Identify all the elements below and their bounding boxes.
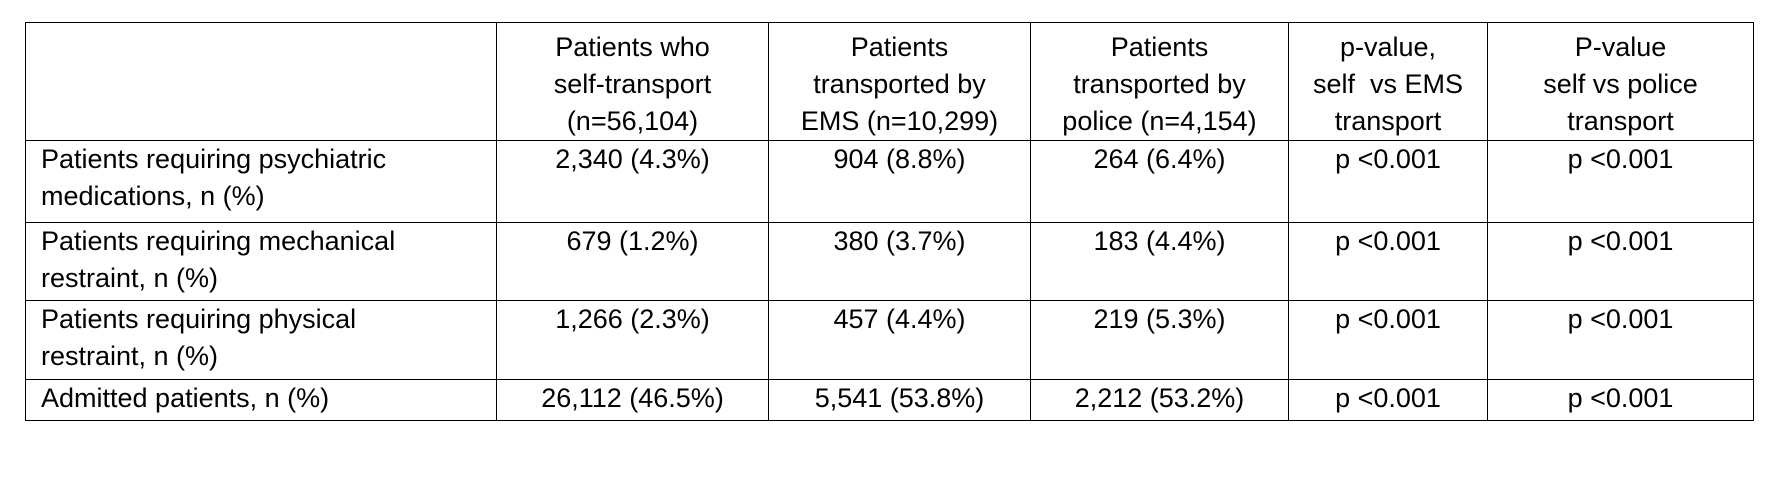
header-line: transport: [1567, 106, 1674, 136]
header-line: transported by: [813, 69, 986, 99]
transport-comparison-table: Patients who self-transport (n=56,104) P…: [25, 22, 1754, 421]
cell-ems: 904 (8.8%): [768, 140, 1031, 223]
cell-ems: 457 (4.4%): [768, 300, 1031, 380]
header-cell-p-ems: p-value, self vs EMS transport: [1288, 22, 1488, 141]
table-row: Admitted patients, n (%) 26,112 (46.5%) …: [25, 379, 1754, 421]
header-line: Patients: [1110, 32, 1209, 62]
row-label-cell: Patients requiring psychiatric medicatio…: [25, 140, 497, 223]
cell-p-police: p <0.001: [1487, 222, 1754, 301]
header-cell-self: Patients who self-transport (n=56,104): [496, 22, 769, 141]
header-cell-p-police: P-value self vs police transport: [1487, 22, 1754, 141]
header-line: EMS (n=10,299): [800, 106, 999, 136]
header-line: self-transport: [553, 69, 712, 99]
cell-self: 26,112 (46.5%): [496, 379, 769, 421]
table-row: Patients requiring psychiatric medicatio…: [25, 140, 1754, 223]
cell-p-police: p <0.001: [1487, 300, 1754, 380]
header-line: transport: [1334, 106, 1442, 136]
cell-police: 219 (5.3%): [1030, 300, 1289, 380]
header-line: (n=56,104): [566, 106, 699, 136]
header-line: p-value,: [1339, 32, 1437, 62]
header-cell-police: Patients transported by police (n=4,154): [1030, 22, 1289, 141]
cell-p-police: p <0.001: [1487, 140, 1754, 223]
header-line: self vs EMS: [1312, 69, 1464, 99]
header-cell-ems: Patients transported by EMS (n=10,299): [768, 22, 1031, 141]
cell-self: 2,340 (4.3%): [496, 140, 769, 223]
cell-p-ems: p <0.001: [1288, 222, 1488, 301]
cell-police: 264 (6.4%): [1030, 140, 1289, 223]
cell-p-ems: p <0.001: [1288, 379, 1488, 421]
cell-ems: 380 (3.7%): [768, 222, 1031, 301]
row-label-cell: Patients requiring mechanical restraint,…: [25, 222, 497, 301]
header-line: self vs police: [1543, 69, 1698, 99]
cell-p-police: p <0.001: [1487, 379, 1754, 421]
row-label-cell: Patients requiring physical restraint, n…: [25, 300, 497, 380]
row-label-line: medications, n (%): [41, 181, 265, 211]
cell-police: 2,212 (53.2%): [1030, 379, 1289, 421]
header-cell-label: [25, 22, 497, 141]
row-label-line: Patients requiring physical: [41, 304, 357, 334]
row-label-line: Patients requiring psychiatric: [41, 144, 387, 174]
header-line: transported by: [1073, 69, 1246, 99]
header-line: Patients: [850, 32, 949, 62]
header-line: Patients who: [555, 32, 710, 62]
cell-ems: 5,541 (53.8%): [768, 379, 1031, 421]
row-label-line: Patients requiring mechanical: [41, 226, 396, 256]
header-line: P-value: [1574, 32, 1667, 62]
table-row: Patients requiring physical restraint, n…: [25, 300, 1754, 380]
cell-p-ems: p <0.001: [1288, 140, 1488, 223]
row-label-line: Admitted patients, n (%): [41, 383, 330, 413]
cell-self: 1,266 (2.3%): [496, 300, 769, 380]
row-label-cell: Admitted patients, n (%): [25, 379, 497, 421]
cell-p-ems: p <0.001: [1288, 300, 1488, 380]
row-label-line: restraint, n (%): [41, 341, 219, 371]
cell-police: 183 (4.4%): [1030, 222, 1289, 301]
header-line: police (n=4,154): [1062, 106, 1257, 136]
header-row: Patients who self-transport (n=56,104) P…: [25, 22, 1754, 141]
cell-self: 679 (1.2%): [496, 222, 769, 301]
row-label-line: restraint, n (%): [41, 263, 219, 293]
table-row: Patients requiring mechanical restraint,…: [25, 222, 1754, 301]
